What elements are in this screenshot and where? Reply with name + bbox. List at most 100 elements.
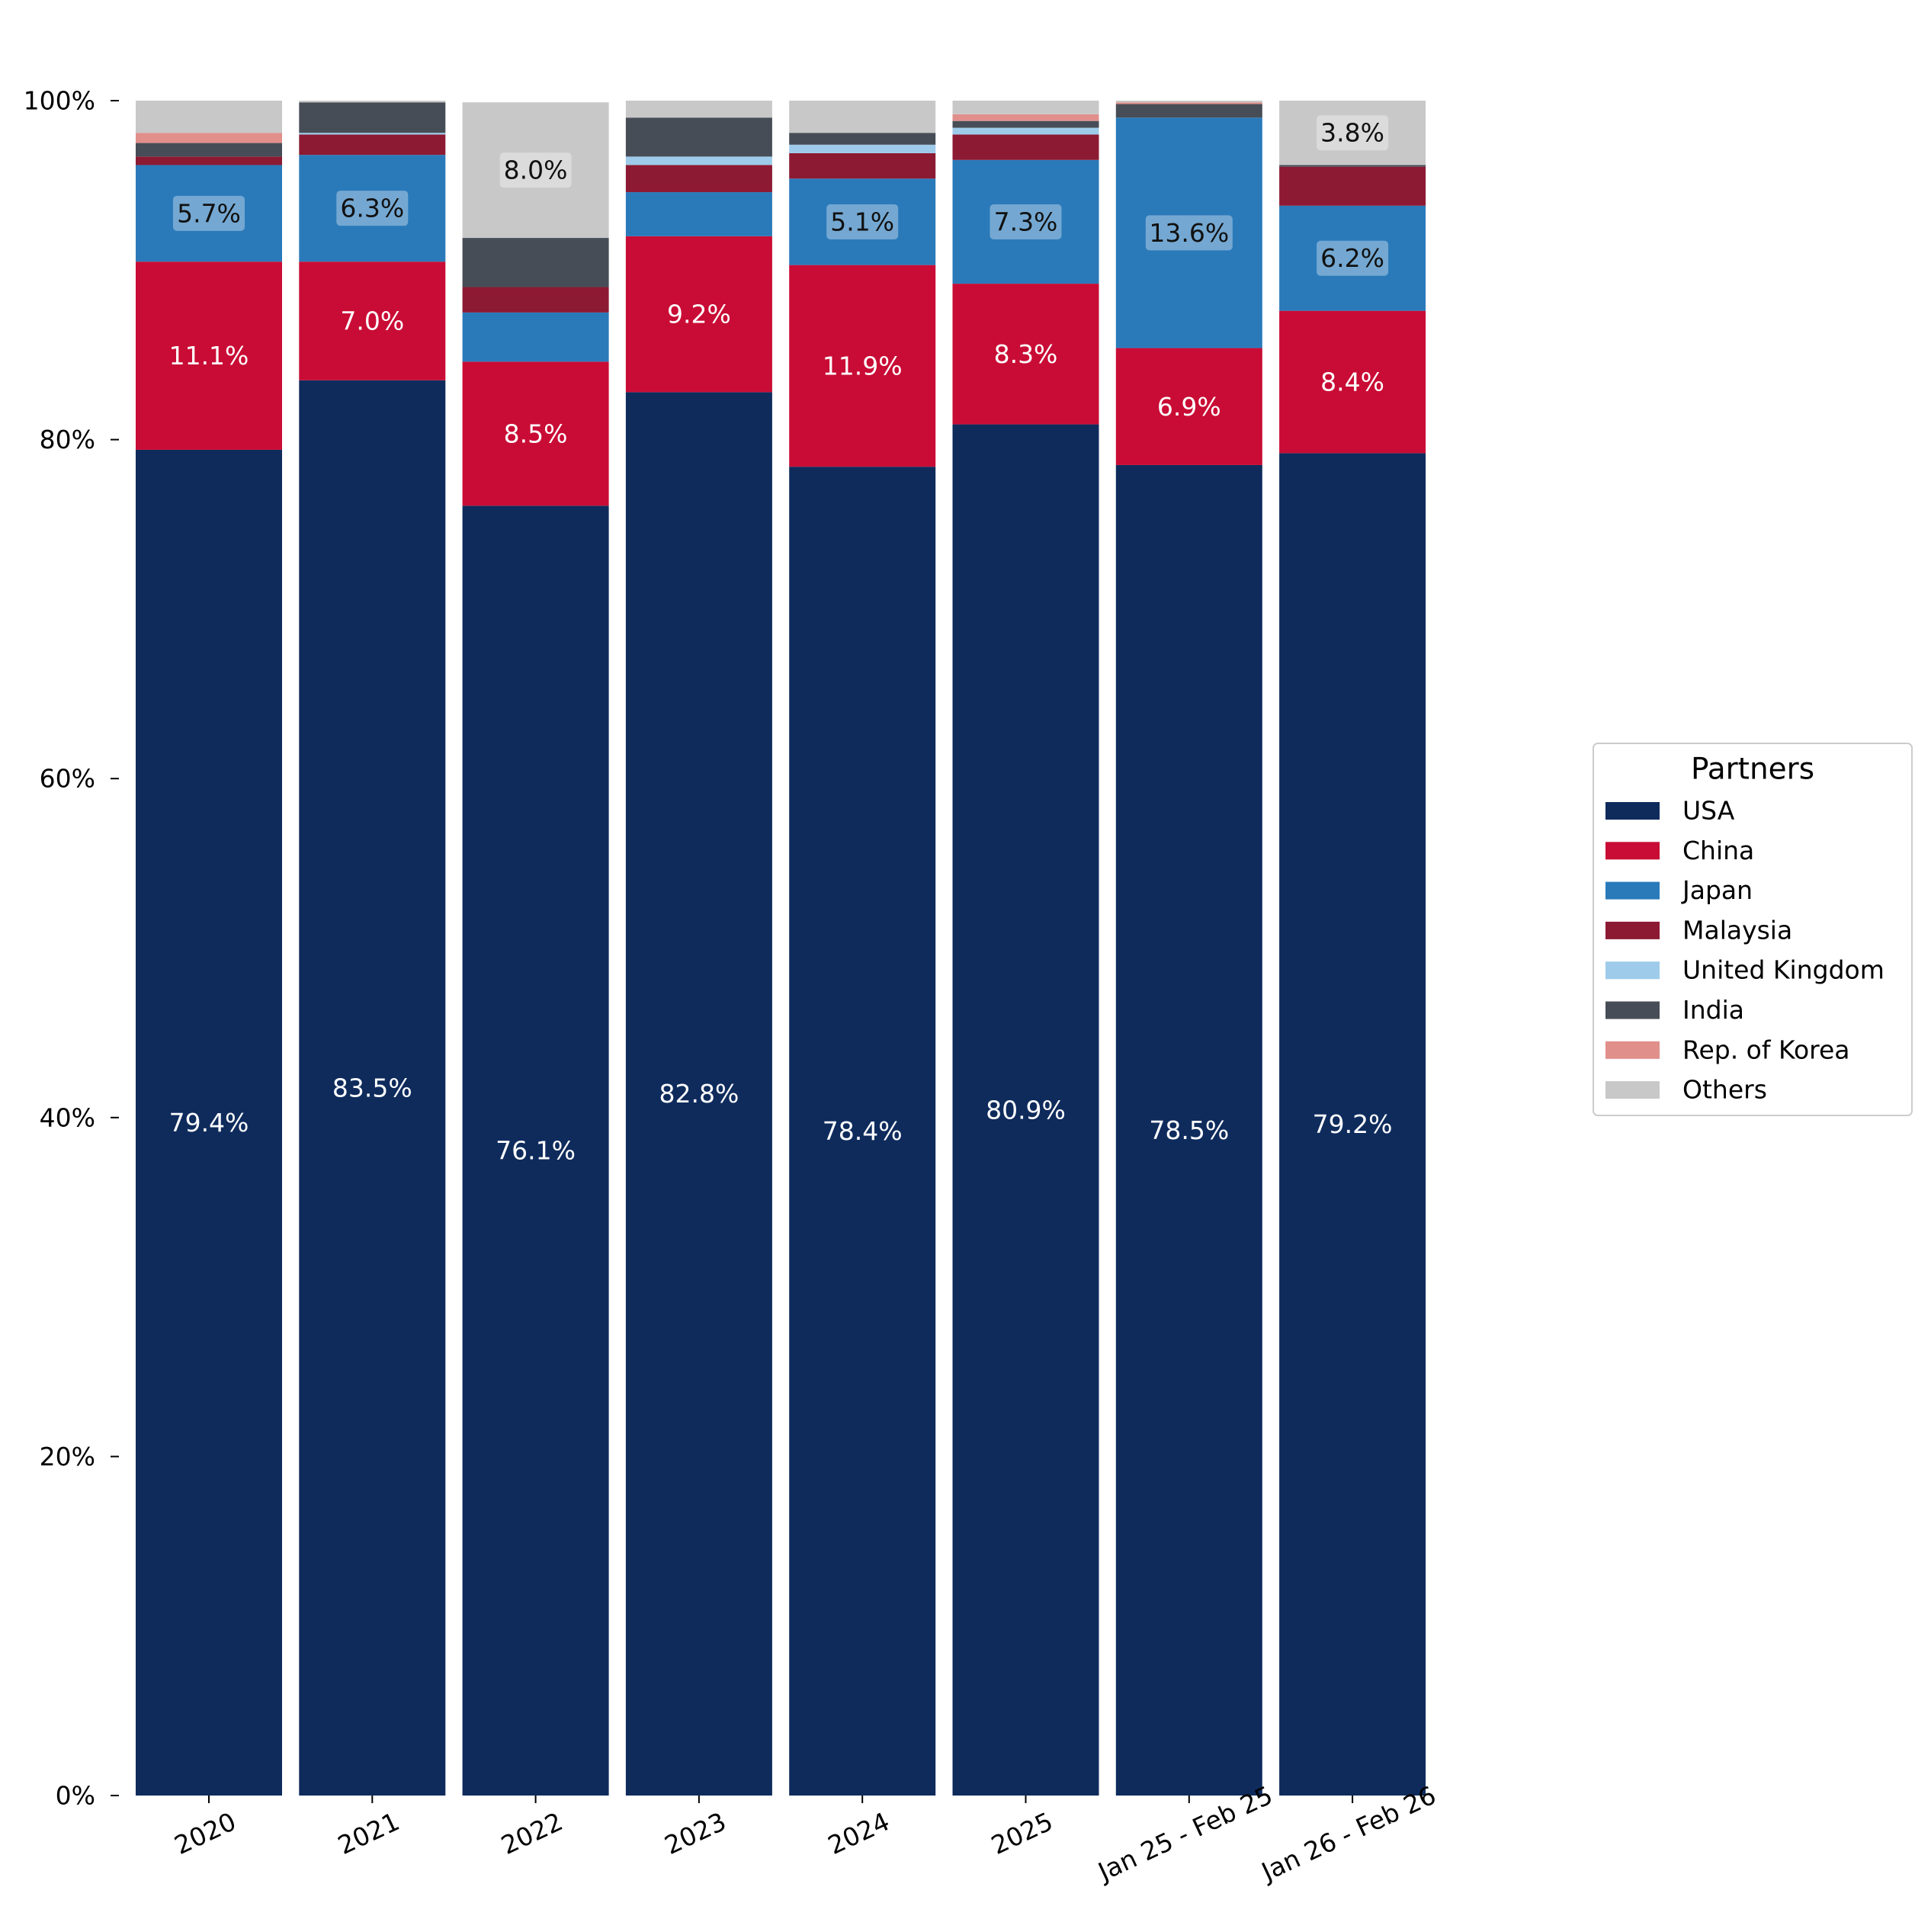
bar-segment-others-jan-26-feb-26: [1279, 101, 1426, 165]
bar-segment-usa-2021: [299, 380, 446, 1796]
bar-segment-usa-2022: [462, 505, 609, 1796]
legend: Partners USA China Japan Malaysia United King…: [1593, 743, 1913, 1116]
segment-label-others-2022: 8.0%: [504, 156, 568, 185]
bar-segment-others-2025: [952, 101, 1099, 114]
legend-label-rep-of-korea: Rep. of Korea: [1682, 1035, 1850, 1064]
segment-label-japan-2024: 5.1%: [830, 207, 894, 236]
segment-label-usa-2022: 76.1%: [496, 1136, 576, 1166]
legend-swatch-usa: [1605, 802, 1660, 820]
segment-label-usa-2020: 79.4%: [169, 1108, 249, 1138]
bar-segment-japan-2020: [136, 165, 282, 262]
bar-segment-rep-of-korea-2020: [136, 133, 282, 143]
segment-label-japan-2021: 6.3%: [340, 194, 404, 223]
segment-label-china-2020: 11.1%: [169, 341, 249, 371]
bar-segment-malaysia-jan-26-feb-26: [1279, 166, 1426, 206]
bar-segment-china-2023: [625, 236, 772, 393]
bar-segment-rep-of-korea-2025: [952, 114, 1099, 121]
segment-label-china-2024: 11.9%: [823, 351, 903, 380]
x-tick-label-2022: 2022: [496, 1806, 567, 1860]
bar-segment-china-2021: [299, 262, 446, 380]
bar-segment-usa-2020: [136, 449, 282, 1796]
legend-frame: [1593, 743, 1913, 1116]
segment-label-box-japan-2024: [826, 204, 899, 239]
segment-label-china-2023: 9.2%: [667, 300, 731, 329]
legend-label-japan: Japan: [1681, 875, 1753, 905]
legend-swatch-malaysia: [1605, 921, 1660, 939]
segment-labels-layer: 79.4% 11.1% 5.7% 83.5% 7.0% 6.3% 76.1% 8.5% 8.0%…: [169, 115, 1393, 1166]
bar-segment-united-kingdom-2025: [952, 127, 1099, 135]
y-tick-label-40: 40%: [40, 1102, 95, 1132]
legend-swatch-china: [1605, 842, 1660, 860]
bar-segment-china-2020: [136, 262, 282, 450]
segment-label-usa-jan-26-feb-26: 79.2%: [1313, 1109, 1393, 1139]
segment-label-china-2022: 8.5%: [504, 419, 568, 448]
bar-segment-usa-jan-26-feb-26: [1279, 453, 1426, 1796]
bar-segment-usa-jan-25-feb-25: [1115, 464, 1262, 1796]
legend-label-usa: USA: [1682, 796, 1735, 826]
y-tick-label-100: 100%: [24, 86, 95, 116]
bar-segment-malaysia-2022: [462, 287, 609, 313]
y-axis: 0% 20% 40% 60% 80% 100%: [24, 86, 119, 1811]
x-tick-label-2025: 2025: [986, 1806, 1057, 1860]
segment-label-usa-2024: 78.4%: [823, 1116, 903, 1146]
bar-segment-india-jan-25-feb-25: [1115, 104, 1262, 118]
bar-segment-others-2022: [462, 102, 609, 239]
segment-label-japan-2020: 5.7%: [177, 198, 241, 228]
segment-label-usa-2021: 83.5%: [332, 1073, 412, 1102]
legend-swatch-others: [1605, 1081, 1660, 1099]
bar-segment-others-2024: [789, 101, 936, 133]
bar-segment-japan-jan-26-feb-26: [1279, 205, 1426, 311]
bar-segment-china-jan-26-feb-26: [1279, 310, 1426, 454]
bar-segment-japan-2025: [952, 159, 1099, 284]
x-tick-label-jan-25-feb-25: Jan 25 - Feb 25: [1092, 1780, 1277, 1888]
bar-segment-united-kingdom-2024: [789, 144, 936, 153]
segment-label-japan-jan-26-feb-26: 6.2%: [1320, 243, 1384, 273]
segment-label-china-2021: 7.0%: [340, 306, 404, 335]
y-tick-label-20: 20%: [40, 1442, 95, 1471]
bar-segment-india-2024: [789, 133, 936, 145]
bar-segment-united-kingdom-2021: [299, 133, 446, 135]
segment-label-china-2025: 8.3%: [994, 339, 1058, 369]
bar-segment-japan-jan-25-feb-25: [1115, 117, 1262, 348]
bar-segment-usa-2023: [625, 392, 772, 1796]
segment-label-usa-2023: 82.8%: [659, 1079, 739, 1109]
segment-label-box-others-2022: [499, 152, 572, 188]
x-axis: 2020 2021 2022 2023 2024 2025 Jan 25 - Feb 25J…: [170, 1780, 1441, 1888]
legend-label-united-kingdom: United Kingdom: [1682, 955, 1884, 985]
segment-label-china-jan-25-feb-25: 6.9%: [1157, 392, 1221, 422]
bar-segment-japan-2024: [789, 178, 936, 265]
segment-label-others-jan-26-feb-26: 3.8%: [1320, 118, 1384, 148]
bar-segment-india-jan-26-feb-26: [1279, 165, 1426, 167]
bar-segment-india-2025: [952, 120, 1099, 128]
y-tick-label-0: 0%: [56, 1781, 95, 1811]
bar-segment-united-kingdom-2023: [625, 156, 772, 165]
bar-segment-india-2021: [299, 102, 446, 133]
legend-swatch-united-kingdom: [1605, 961, 1660, 980]
segment-label-japan-jan-25-feb-25: 13.6%: [1149, 218, 1229, 248]
legend-title: Partners: [1691, 753, 1814, 787]
bar-segment-malaysia-2025: [952, 134, 1099, 160]
segment-label-box-japan-jan-26-feb-26: [1317, 240, 1389, 276]
legend-label-china: China: [1682, 836, 1754, 865]
legend-swatch-rep-of-korea: [1605, 1041, 1660, 1059]
bar-segment-others-2020: [136, 101, 282, 133]
y-tick-label-80: 80%: [40, 425, 95, 454]
bar-segment-malaysia-2024: [789, 152, 936, 179]
segment-label-usa-2025: 80.9%: [986, 1095, 1066, 1125]
bar-segment-china-2022: [462, 361, 609, 506]
legend-label-others: Others: [1682, 1075, 1767, 1105]
segment-label-box-japan-2021: [336, 191, 409, 226]
segment-label-box-japan-jan-25-feb-25: [1145, 215, 1233, 251]
bar-segment-rep-of-korea-jan-25-feb-25: [1115, 102, 1262, 104]
segment-label-box-others-jan-26-feb-26: [1317, 115, 1389, 151]
bars-layer: [136, 101, 1426, 1796]
y-tick-label-60: 60%: [40, 764, 95, 794]
bar-segment-usa-2024: [789, 467, 936, 1796]
bar-segment-india-2020: [136, 143, 282, 157]
legend-swatch-india: [1605, 1001, 1660, 1019]
bar-segment-china-2024: [789, 265, 936, 467]
x-tick-label-jan-26-feb-26: Jan 26 - Feb 26: [1256, 1780, 1440, 1888]
x-tick-label-2020: 2020: [170, 1806, 241, 1860]
